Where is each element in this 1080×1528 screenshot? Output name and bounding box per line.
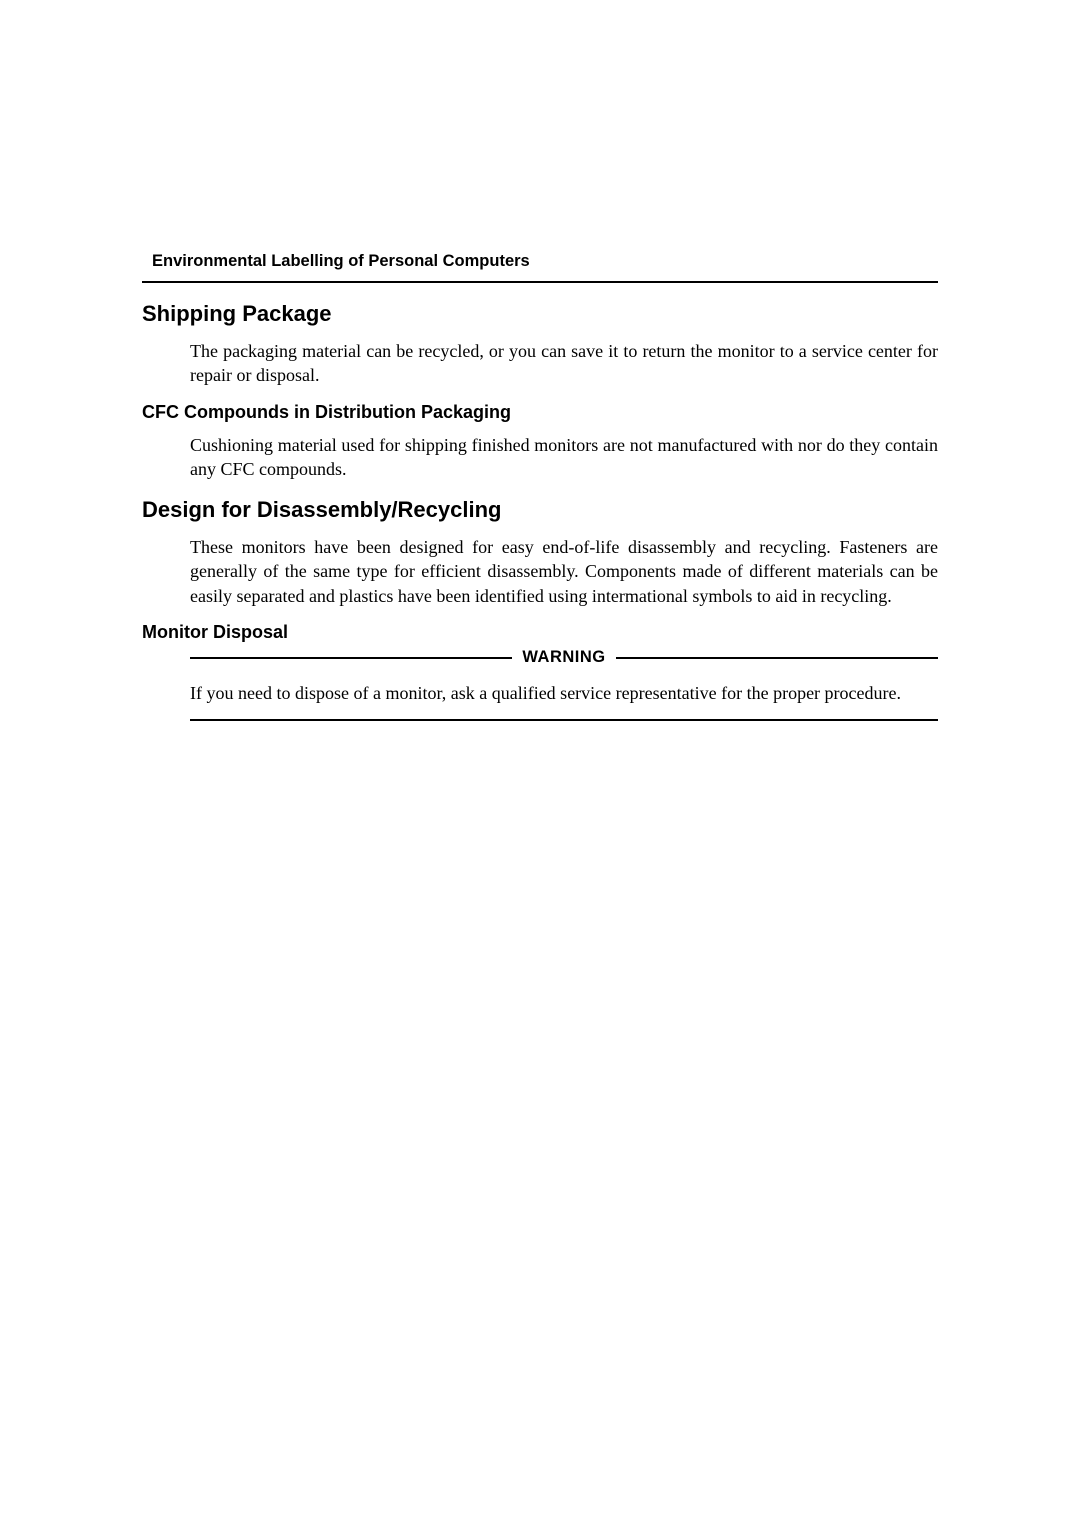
heading-cfc-compounds: CFC Compounds in Distribution Packaging: [142, 402, 938, 423]
warning-box: WARNING If you need to dispose of a moni…: [190, 657, 938, 721]
paragraph-shipping-package: The packaging material can be recycled, …: [190, 339, 938, 388]
document-page: Environmental Labelling of Personal Comp…: [0, 0, 1080, 721]
heading-shipping-package: Shipping Package: [142, 301, 938, 327]
running-head: Environmental Labelling of Personal Comp…: [142, 252, 938, 281]
heading-monitor-disposal: Monitor Disposal: [142, 622, 938, 643]
warning-text: If you need to dispose of a monitor, ask…: [190, 673, 938, 705]
heading-design-disassembly: Design for Disassembly/Recycling: [142, 497, 938, 523]
warning-label: WARNING: [512, 648, 615, 667]
warning-label-wrap: WARNING: [190, 648, 938, 667]
header-rule: [142, 281, 938, 283]
paragraph-design-disassembly: These monitors have been designed for ea…: [190, 535, 938, 608]
paragraph-cfc-compounds: Cushioning material used for shipping fi…: [190, 433, 938, 482]
